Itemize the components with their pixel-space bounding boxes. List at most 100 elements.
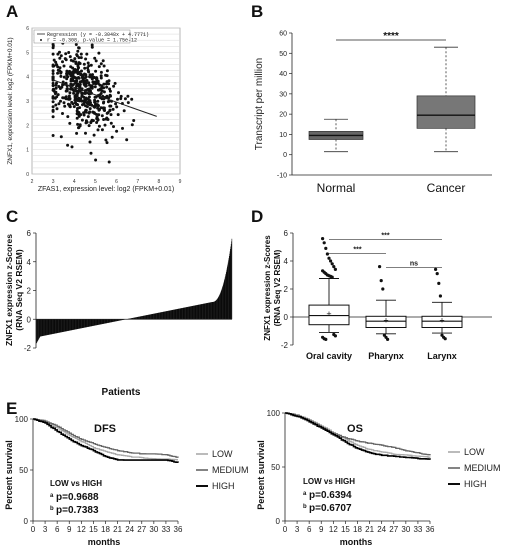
panel-a-point	[96, 106, 100, 110]
panel-c-bar	[149, 314, 150, 320]
panel-c-bar	[46, 319, 47, 336]
panel-d-outlier	[327, 256, 331, 260]
panel-a-point	[72, 91, 76, 95]
panel-c-bar	[69, 319, 71, 331]
panel-d-mean-marker: +	[326, 309, 331, 319]
panel-a-point	[132, 119, 136, 122]
panel-e-os-xtick-label: 12	[329, 525, 338, 534]
panel-c-bar	[149, 314, 150, 320]
panel-a-point	[65, 69, 69, 73]
panel-c-bar	[184, 307, 185, 320]
panel-c-bar	[231, 238, 233, 320]
panel-e-dfs-pval-b-sup: b	[50, 506, 54, 512]
panel-a-point	[84, 131, 87, 135]
panel-c-bar	[148, 314, 150, 320]
panel-d-outlier	[321, 237, 325, 241]
panel-c-bar	[212, 301, 213, 320]
panel-c-bar	[61, 319, 63, 333]
panel-a-point	[60, 85, 64, 89]
panel-c-bar	[120, 319, 122, 321]
panel-c-bar	[186, 307, 188, 320]
panel-c-bar	[155, 313, 157, 320]
panel-a-point	[100, 128, 104, 132]
panel-c-bar	[142, 315, 143, 320]
panel-b-ytick-label: -10	[277, 173, 287, 180]
panel-c-bar	[203, 303, 204, 320]
panel-c-bar	[42, 319, 44, 336]
panel-a-point	[51, 88, 55, 92]
panel-a-point	[68, 55, 72, 59]
panel-e-dfs-legend-label: MEDIUM	[212, 465, 249, 475]
panel-a-point	[78, 123, 82, 127]
panel-c-bar	[132, 318, 133, 320]
panel-c-bar	[209, 302, 210, 320]
panel-c-bar	[144, 315, 146, 320]
panel-c-bar	[152, 314, 153, 320]
panel-c-bar	[138, 316, 140, 320]
panel-a-point	[58, 56, 62, 60]
panel-c-bar	[103, 319, 105, 324]
panel-c-ytick-label: 6	[27, 229, 32, 238]
panel-c-bar	[111, 319, 112, 323]
panel-c-bar	[99, 319, 100, 325]
panel-c-bar	[86, 319, 87, 328]
panel-c-bar	[37, 319, 39, 341]
panel-a-point	[94, 59, 98, 63]
panel-a-point	[94, 103, 98, 107]
panel-c-bar	[114, 319, 115, 322]
panel-a-point	[68, 121, 72, 125]
panel-c-bar	[168, 310, 170, 320]
panel-c-bar	[53, 319, 55, 334]
panel-a-point	[52, 58, 56, 62]
panel-c-bar	[137, 317, 138, 320]
panel-c-bar	[40, 319, 41, 337]
panel-a-point	[84, 57, 88, 61]
panel-a-point	[122, 109, 126, 113]
panel-c-bar	[229, 251, 231, 320]
panel-c-bar	[92, 319, 93, 327]
panel-a-point	[75, 102, 79, 106]
panel-a-point	[59, 71, 63, 75]
panel-c-bar	[141, 316, 143, 320]
panel-c-bar	[147, 314, 149, 320]
panel-e-os-series-medium	[285, 412, 431, 456]
panel-c-bar	[51, 319, 53, 335]
panel-c-bar	[182, 307, 183, 320]
panel-e-dfs-legend-label: LOW	[212, 449, 233, 459]
panel-a-point	[75, 76, 79, 80]
panel-a-point	[114, 102, 118, 106]
panel-c-bar	[105, 319, 106, 324]
panel-c-bar	[163, 311, 164, 320]
panel-d-box	[308, 304, 350, 326]
panel-c-bar	[210, 302, 212, 320]
panel-c-bar	[86, 319, 88, 328]
panel-c-bar	[98, 319, 100, 325]
panel-c-bar	[192, 306, 193, 320]
panel-a-point	[76, 107, 79, 110]
panel-c-bar	[140, 316, 142, 320]
panel-c-bar	[214, 301, 215, 320]
panel-c-bar	[189, 306, 190, 320]
panel-c-bar	[193, 305, 195, 320]
panel-c-bar	[190, 306, 192, 320]
panel-a-point	[108, 93, 112, 97]
panel-label-d: D	[251, 207, 263, 226]
panel-c-bar	[40, 319, 42, 337]
panel-d-boxplot: -2 0 2 4 6 + Oral cavity + Pharynx + Larynx *** **…	[263, 229, 492, 361]
panel-c-bar	[136, 317, 137, 320]
panel-d-ytick-label: 0	[284, 313, 289, 322]
panel-c-bar	[80, 319, 82, 329]
panel-c-bar	[228, 258, 230, 320]
panel-c-bar	[85, 319, 86, 328]
panel-a-point	[66, 115, 70, 119]
panel-c-bar	[176, 309, 178, 320]
panel-a-point	[112, 125, 115, 129]
panel-c-bar	[167, 310, 169, 320]
panel-a-regression-line	[52, 79, 157, 117]
panel-d-mean-marker: +	[439, 316, 444, 326]
panel-a-point	[90, 86, 94, 90]
panel-e-os-annotation: LOW vs HIGH	[303, 477, 355, 486]
panel-c-bar	[66, 319, 68, 332]
panel-c-bar	[65, 319, 67, 332]
panel-a-point	[87, 111, 91, 115]
